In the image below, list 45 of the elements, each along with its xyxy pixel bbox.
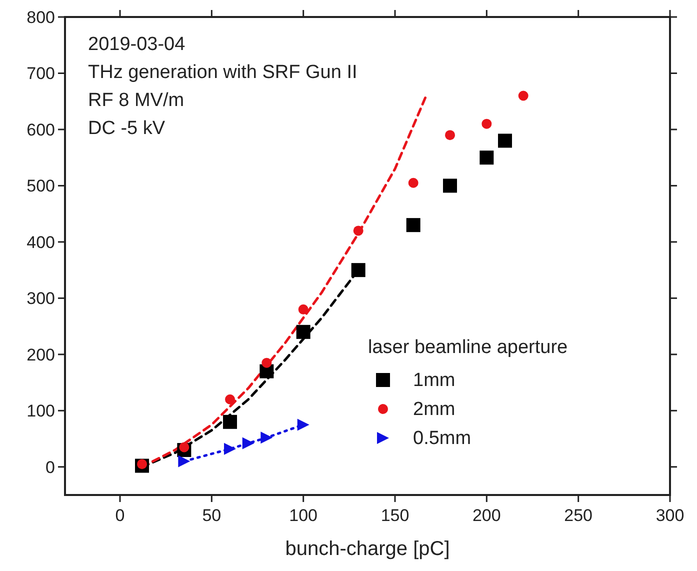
point (297, 418, 310, 431)
y-tick-label: 0 (46, 458, 55, 477)
point (498, 134, 512, 148)
annotation: 2019-03-04 (88, 34, 186, 55)
point (408, 178, 418, 188)
legend-label: 2mm (413, 399, 456, 420)
point (296, 324, 310, 339)
point (242, 437, 254, 450)
y-tick-label: 700 (26, 64, 55, 84)
annotation: THz generation with SRF Gun II (88, 62, 358, 83)
point (406, 218, 420, 232)
y-tick-label: 600 (26, 120, 55, 140)
y-tick-label: 300 (26, 289, 55, 308)
annotation: DC -5 kV (88, 118, 166, 139)
x-tick-label: 200 (472, 506, 501, 525)
x-tick-label: 150 (380, 506, 410, 525)
y-tick-label: 100 (26, 402, 55, 421)
point (443, 178, 457, 193)
y-tick-label: 800 (26, 8, 55, 27)
point (353, 226, 364, 236)
legend-label: 1mm (413, 370, 456, 391)
point (262, 358, 272, 368)
legend-title: laser beamline aperture (368, 337, 568, 358)
point (351, 263, 366, 278)
x-axis-title: bunch-charge [pC] (285, 538, 450, 560)
point (260, 432, 273, 444)
x-tick-label: 100 (289, 506, 318, 525)
legend-label: 0.5mm (413, 428, 472, 449)
y-tick-label: 200 (26, 345, 55, 364)
y-tick-label: 500 (26, 176, 55, 196)
point (518, 90, 528, 101)
point (482, 118, 492, 129)
x-tick-label: 300 (656, 506, 684, 525)
x-tick-label: 50 (202, 506, 222, 525)
x-tick-label: 250 (564, 506, 593, 525)
point (224, 442, 236, 455)
x-tick-label: 0 (115, 506, 125, 525)
point (298, 304, 308, 314)
point (445, 130, 455, 140)
y-tick-label: 400 (26, 232, 55, 252)
annotation: RF 8 MV/m (88, 90, 184, 111)
point (178, 455, 190, 468)
point (223, 414, 237, 429)
point (480, 150, 494, 165)
point (225, 394, 235, 404)
